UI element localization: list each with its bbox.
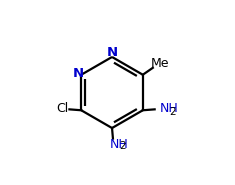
Text: 2: 2 bbox=[119, 141, 126, 151]
Text: N: N bbox=[107, 46, 118, 59]
Text: Cl: Cl bbox=[56, 102, 69, 115]
Text: Me: Me bbox=[151, 57, 170, 70]
Text: NH: NH bbox=[160, 102, 179, 115]
Text: N: N bbox=[72, 67, 84, 80]
Text: NH: NH bbox=[110, 138, 128, 151]
Text: 2: 2 bbox=[169, 107, 176, 117]
